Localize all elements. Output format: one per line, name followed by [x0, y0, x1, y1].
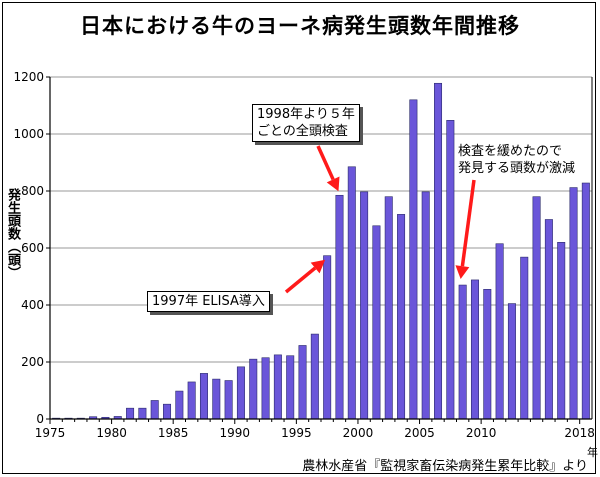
- annotation-full-inspection: 1998年より５年 ごとの全頭検査: [252, 104, 360, 142]
- y-tick-label: 1200: [13, 70, 44, 84]
- bar-1995: [298, 345, 307, 420]
- bar-2014: [532, 196, 541, 420]
- annotation-full-inspection-line1: 1998年より５年: [257, 107, 355, 122]
- bar-1991: [249, 358, 258, 420]
- bar-2018: [581, 182, 590, 420]
- bar-2016: [557, 242, 566, 420]
- bar-1982: [138, 407, 147, 420]
- bar-2007: [446, 120, 455, 420]
- x-axis-unit: 年: [587, 446, 598, 459]
- bar-2001: [372, 225, 381, 420]
- arrow-2008-relaxed: [455, 179, 476, 280]
- bar-1997: [323, 255, 332, 420]
- bar-2012: [507, 303, 516, 420]
- bar-1999: [347, 166, 356, 420]
- bar-1990: [236, 366, 245, 420]
- y-tick-label: 200: [21, 355, 44, 369]
- bar-2003: [397, 214, 406, 420]
- bar-2006: [434, 82, 443, 420]
- y-tick-label: 1000: [13, 127, 44, 141]
- bar-1983: [150, 400, 159, 420]
- bar-1994: [286, 355, 295, 420]
- bar-2015: [544, 219, 553, 420]
- arrow-1997-elisa: [284, 259, 326, 294]
- bar-2010: [483, 289, 492, 420]
- y-tick-label: 0: [36, 412, 44, 426]
- bar-2011: [495, 243, 504, 420]
- bar-2009: [470, 279, 479, 420]
- annotation-full-inspection-line2: ごとの全頭検査: [257, 124, 348, 139]
- bar-1998: [335, 194, 344, 420]
- bar-2013: [520, 256, 529, 420]
- bar-1981: [126, 407, 135, 420]
- bar-2017: [569, 187, 578, 420]
- annotation-relaxed-inspection: 検査を緩めたので 発見する頭数が激減: [458, 143, 575, 177]
- bar-2005: [421, 191, 430, 420]
- x-tick-label: 2005: [404, 426, 435, 440]
- x-tick-label: 1985: [158, 426, 189, 440]
- bar-1988: [212, 378, 221, 420]
- bar-1985: [175, 390, 184, 420]
- bar-2000: [360, 191, 369, 420]
- x-tick-label: 2018: [564, 426, 595, 440]
- x-tick-label: 1980: [96, 426, 127, 440]
- bar-1989: [224, 380, 233, 420]
- annotation-elisa: 1997年 ELISA導入: [147, 291, 270, 312]
- bar-1984: [163, 403, 172, 420]
- y-tick-label: 600: [21, 241, 44, 255]
- x-tick-label: 2000: [343, 426, 374, 440]
- y-tick-label: 400: [21, 298, 44, 312]
- arrow-1998-full-inspection: [316, 145, 340, 192]
- bar-1993: [273, 354, 282, 420]
- bar-2004: [409, 99, 418, 420]
- bar-2002: [384, 196, 393, 420]
- bar-1992: [261, 357, 270, 420]
- bar-1996: [310, 333, 319, 420]
- x-tick-label: 1995: [281, 426, 312, 440]
- annotation-relaxed-line2: 発見する頭数が激減: [458, 161, 576, 176]
- x-tick-label: 1975: [35, 426, 66, 440]
- x-tick-label: 2010: [466, 426, 497, 440]
- bar-1986: [187, 381, 196, 420]
- y-axis-label: 発生頭数（頭）: [5, 188, 20, 279]
- x-tick-label: 1990: [219, 426, 250, 440]
- annotation-relaxed-line1: 検査を緩めたので: [458, 144, 563, 159]
- y-tick-label: 800: [21, 184, 44, 198]
- chart-title: 日本における牛のヨーネ病発生頭数年間推移: [80, 14, 520, 38]
- bar-2008: [458, 284, 467, 420]
- bar-1987: [199, 373, 208, 420]
- source-note: 農林水産省『監視家畜伝染病発生累年比較』より: [302, 459, 588, 474]
